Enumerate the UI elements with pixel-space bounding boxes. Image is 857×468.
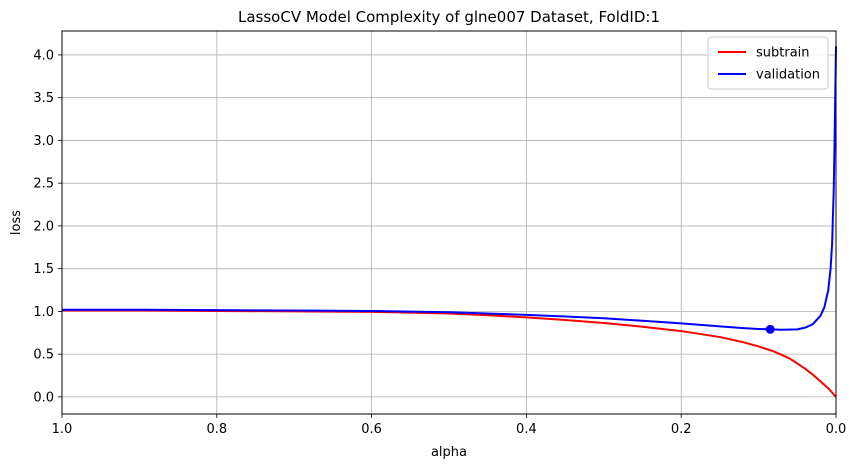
y-tick-label: 1.5 xyxy=(33,262,54,277)
chart-title: LassoCV Model Complexity of glne007 Data… xyxy=(238,8,660,26)
x-axis-label: alpha xyxy=(431,445,467,460)
y-tick-label: 0.0 xyxy=(33,390,54,405)
x-tick-label: 0.6 xyxy=(361,422,382,437)
legend-label-subtrain: subtrain xyxy=(756,46,810,61)
y-axis-label: loss xyxy=(9,210,24,235)
x-tick-label: 0.0 xyxy=(826,422,847,437)
legend: subtrain validation xyxy=(707,36,829,90)
y-tick-label: 3.5 xyxy=(33,91,54,106)
x-tick-label: 0.8 xyxy=(206,422,227,437)
x-tick-label: 0.4 xyxy=(516,422,537,437)
plot-series xyxy=(62,46,837,398)
y-tick-label: 3.0 xyxy=(33,134,54,149)
axis-ticks: 1.0 0.8 0.6 0.4 0.2 0.0 0.0 0.5 1.0 1.5 2.0 2.5 3.0 3… xyxy=(33,48,846,437)
min-validation-marker xyxy=(765,324,775,334)
y-tick-label: 2.5 xyxy=(33,177,54,192)
y-tick-label: 2.0 xyxy=(33,219,54,234)
legend-label-validation: validation xyxy=(756,68,820,83)
x-tick-label: 0.2 xyxy=(671,422,692,437)
legend-box xyxy=(707,36,829,90)
series-line-validation xyxy=(62,46,837,331)
y-tick-label: 0.5 xyxy=(33,348,54,363)
y-tick-label: 1.0 xyxy=(33,305,54,320)
plot-frame xyxy=(61,30,837,415)
y-tick-label: 4.0 xyxy=(33,48,54,63)
x-tick-label: 1.0 xyxy=(52,422,73,437)
